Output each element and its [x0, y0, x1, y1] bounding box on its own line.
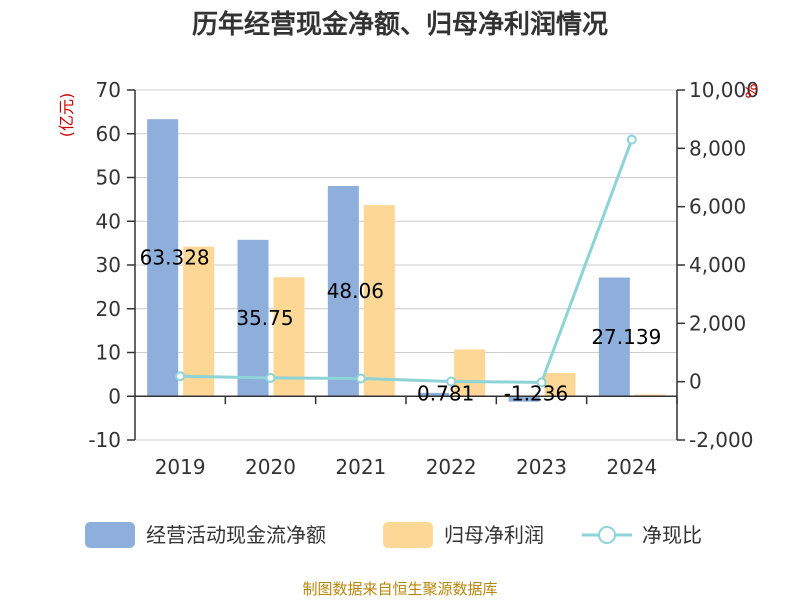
data-label-cashflow: -1.236 — [504, 381, 568, 405]
left-tick-label: 40 — [96, 209, 121, 233]
right-tick-label: 0 — [689, 370, 702, 394]
x-tick-label: 2022 — [426, 455, 477, 479]
bar-cashflow — [418, 392, 450, 397]
left-tick-label: 20 — [96, 297, 121, 321]
data-label-cashflow: 63.328 — [140, 246, 210, 270]
legend-label-cashflow: 经营活动现金流净额 — [146, 523, 326, 547]
line-point — [536, 377, 547, 388]
legend-label-ratio: 净现比 — [642, 523, 702, 547]
line-net-cash-ratio — [180, 139, 634, 384]
bar-cashflow — [598, 277, 630, 397]
bar-cashflow — [147, 119, 179, 397]
bar-net-profit — [544, 373, 576, 397]
bar-cashflow — [508, 396, 540, 402]
left-tick-label: 70 — [96, 78, 121, 102]
bar-net-profit — [273, 277, 305, 397]
line-point — [175, 371, 186, 382]
left-tick-label: 50 — [96, 166, 121, 190]
right-tick-label: 2,000 — [689, 311, 746, 335]
x-tick-label: 2019 — [155, 455, 206, 479]
line-point — [265, 372, 276, 383]
legend-swatch-net-profit — [383, 522, 433, 548]
chart-title: 历年经营现金净额、归母净利润情况 — [191, 10, 608, 40]
legend-label-net-profit: 归母净利润 — [444, 523, 544, 547]
data-label-cashflow: 0.781 — [417, 381, 474, 405]
left-tick-label: 30 — [96, 253, 121, 277]
legend-swatch-marker — [598, 526, 616, 544]
data-label-cashflow: 35.75 — [236, 306, 293, 330]
bar-cashflow — [237, 239, 269, 397]
bar-net-profit — [183, 246, 215, 397]
line-point — [626, 134, 637, 145]
right-tick-label: 4,000 — [689, 253, 746, 277]
data-label-cashflow: 27.139 — [591, 325, 661, 349]
left-tick-label: 10 — [96, 341, 121, 365]
right-tick-label: -2,000 — [689, 428, 753, 452]
bar-net-profit — [454, 349, 486, 397]
data-label-cashflow: 48.06 — [327, 279, 384, 303]
bar-net-profit — [634, 394, 666, 397]
bar-net-profit — [363, 205, 395, 397]
line-point — [355, 373, 366, 384]
right-tick-label: 10,000 — [689, 78, 759, 102]
left-tick-label: 0 — [108, 384, 121, 408]
left-tick-label: 60 — [96, 122, 121, 146]
x-tick-label: 2023 — [516, 455, 567, 479]
line-point — [446, 376, 457, 387]
right-tick-label: 6,000 — [689, 195, 746, 219]
bar-cashflow — [327, 185, 359, 397]
x-tick-label: 2024 — [606, 455, 657, 479]
right-tick-label: 8,000 — [689, 136, 746, 160]
right-axis-unit: % — [742, 83, 761, 98]
data-source-note: 制图数据来自恒生聚源数据库 — [302, 580, 498, 598]
legend-swatch-cashflow — [85, 522, 135, 548]
left-axis-unit: (亿元) — [57, 93, 76, 138]
x-tick-label: 2021 — [335, 455, 386, 479]
left-tick-label: -10 — [88, 428, 121, 452]
x-tick-label: 2020 — [245, 455, 296, 479]
